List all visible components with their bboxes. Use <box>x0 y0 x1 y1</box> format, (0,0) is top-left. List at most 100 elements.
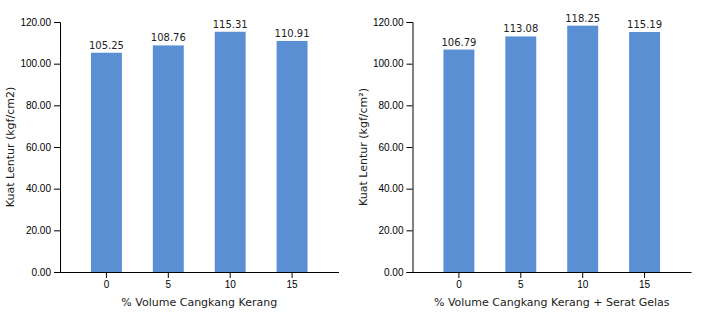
data-label: 106.79 <box>441 37 476 48</box>
y-tick-mark <box>54 272 60 273</box>
y-axis-title: Kuat Lentur (kgf/cm2) <box>4 87 17 207</box>
y-tick-mark <box>407 22 413 23</box>
bar <box>215 32 246 272</box>
bar <box>505 36 536 272</box>
y-tick-mark <box>54 230 60 231</box>
y-tick-mark <box>407 64 413 65</box>
y-tick: 40.00 <box>26 183 60 194</box>
x-tick: 5 <box>166 272 172 290</box>
y-tick-label: 100.00 <box>20 58 51 69</box>
x-tick-mark <box>168 272 169 278</box>
x-axis-line <box>61 272 340 273</box>
data-label: 110.91 <box>275 28 310 39</box>
data-label: 108.76 <box>151 32 186 43</box>
x-tick-mark <box>458 272 459 278</box>
y-axis-line <box>54 23 61 273</box>
x-tick: 15 <box>639 272 651 290</box>
y-tick-label: 60.00 <box>378 142 403 153</box>
x-tick-mark <box>520 272 521 278</box>
y-axis-title: Kuat Lentur (kgf/cm²) <box>357 88 370 206</box>
x-axis-title: % Volume Cangkang Kerang + Serat Gelas <box>434 296 670 309</box>
y-axis-line <box>407 23 414 273</box>
x-tick-mark <box>644 272 645 278</box>
x-tick-label: 0 <box>104 279 110 290</box>
data-label: 118.25 <box>565 13 600 24</box>
x-tick-label: 0 <box>456 279 462 290</box>
y-tick-label: 0.00 <box>384 267 404 278</box>
y-tick: 0.00 <box>32 267 60 278</box>
data-label: 105.25 <box>89 40 124 51</box>
bar <box>91 53 122 272</box>
x-tick-mark <box>106 272 107 278</box>
y-tick-label: 20.00 <box>26 225 51 236</box>
y-tick: 80.00 <box>26 100 60 111</box>
x-tick-label: 15 <box>639 279 651 290</box>
x-tick-mark <box>582 272 583 278</box>
y-tick: 0.00 <box>384 267 412 278</box>
data-label: 115.31 <box>213 19 248 30</box>
panel: 105.25 108.76 115.31 110.91 0.00 20.00 40.00 60… <box>4 17 339 309</box>
y-tick: 120.00 <box>373 17 413 28</box>
bars <box>443 26 660 272</box>
y-tick-label: 80.00 <box>26 100 51 111</box>
x-tick: 0 <box>456 272 462 290</box>
y-tick-mark <box>54 189 60 190</box>
y-tick-mark <box>407 147 413 148</box>
y-tick-label: 20.00 <box>378 225 403 236</box>
x-axis: 0 5 10 15 <box>61 272 340 290</box>
bar <box>567 26 598 272</box>
y-tick-mark <box>407 189 413 190</box>
x-tick: 15 <box>287 272 299 290</box>
bars <box>91 32 308 272</box>
x-tick-label: 15 <box>287 279 299 290</box>
x-tick-label: 5 <box>518 279 524 290</box>
y-tick-label: 120.00 <box>20 17 51 28</box>
bar <box>153 45 184 272</box>
y-tick-mark <box>54 147 60 148</box>
y-tick-mark <box>54 22 60 23</box>
data-label: 113.08 <box>503 23 538 34</box>
y-tick-mark <box>54 105 60 106</box>
y-tick: 80.00 <box>378 100 412 111</box>
x-axis-title: % Volume Cangkang Kerang <box>121 296 277 309</box>
y-tick: 60.00 <box>378 142 412 153</box>
y-tick-label: 80.00 <box>378 100 403 111</box>
y-tick: 100.00 <box>373 58 413 69</box>
y-tick: 20.00 <box>378 225 412 236</box>
x-tick-label: 5 <box>166 279 172 290</box>
y-tick: 60.00 <box>26 142 60 153</box>
x-tick-mark <box>230 272 231 278</box>
y-axis: 0.00 20.00 40.00 60.00 80.00 100.00 120.00 <box>373 17 413 278</box>
y-tick-label: 40.00 <box>378 183 403 194</box>
chart-canvas: 105.25 108.76 115.31 110.91 0.00 20.00 40.00 60… <box>0 0 705 316</box>
x-axis-line <box>413 272 692 273</box>
y-tick-label: 60.00 <box>26 142 51 153</box>
y-tick-label: 120.00 <box>373 17 404 28</box>
y-tick-label: 0.00 <box>32 267 52 278</box>
x-tick: 5 <box>518 272 524 290</box>
bar <box>443 50 474 272</box>
x-tick: 0 <box>104 272 110 290</box>
y-tick: 40.00 <box>378 183 412 194</box>
y-tick-label: 40.00 <box>26 183 51 194</box>
x-tick: 10 <box>225 272 237 290</box>
x-axis: 0 5 10 15 <box>413 272 692 290</box>
y-tick-mark <box>54 64 60 65</box>
data-labels: 105.25 108.76 115.31 110.91 <box>89 19 310 51</box>
y-tick: 100.00 <box>20 58 60 69</box>
x-tick-label: 10 <box>577 279 589 290</box>
y-tick-mark <box>407 272 413 273</box>
data-labels: 106.79 113.08 118.25 115.19 <box>441 13 662 48</box>
bar <box>629 32 660 272</box>
y-tick-mark <box>407 230 413 231</box>
x-tick-label: 10 <box>225 279 237 290</box>
y-axis: 0.00 20.00 40.00 60.00 80.00 100.00 120.00 <box>20 17 60 278</box>
y-tick-label: 100.00 <box>373 58 404 69</box>
data-label: 115.19 <box>627 19 662 30</box>
x-tick: 10 <box>577 272 589 290</box>
bar <box>277 41 308 272</box>
y-tick: 20.00 <box>26 225 60 236</box>
y-tick: 120.00 <box>20 17 60 28</box>
x-tick-mark <box>292 272 293 278</box>
panel: 106.79 113.08 118.25 115.19 0.00 20.00 40.00 60… <box>357 13 692 309</box>
